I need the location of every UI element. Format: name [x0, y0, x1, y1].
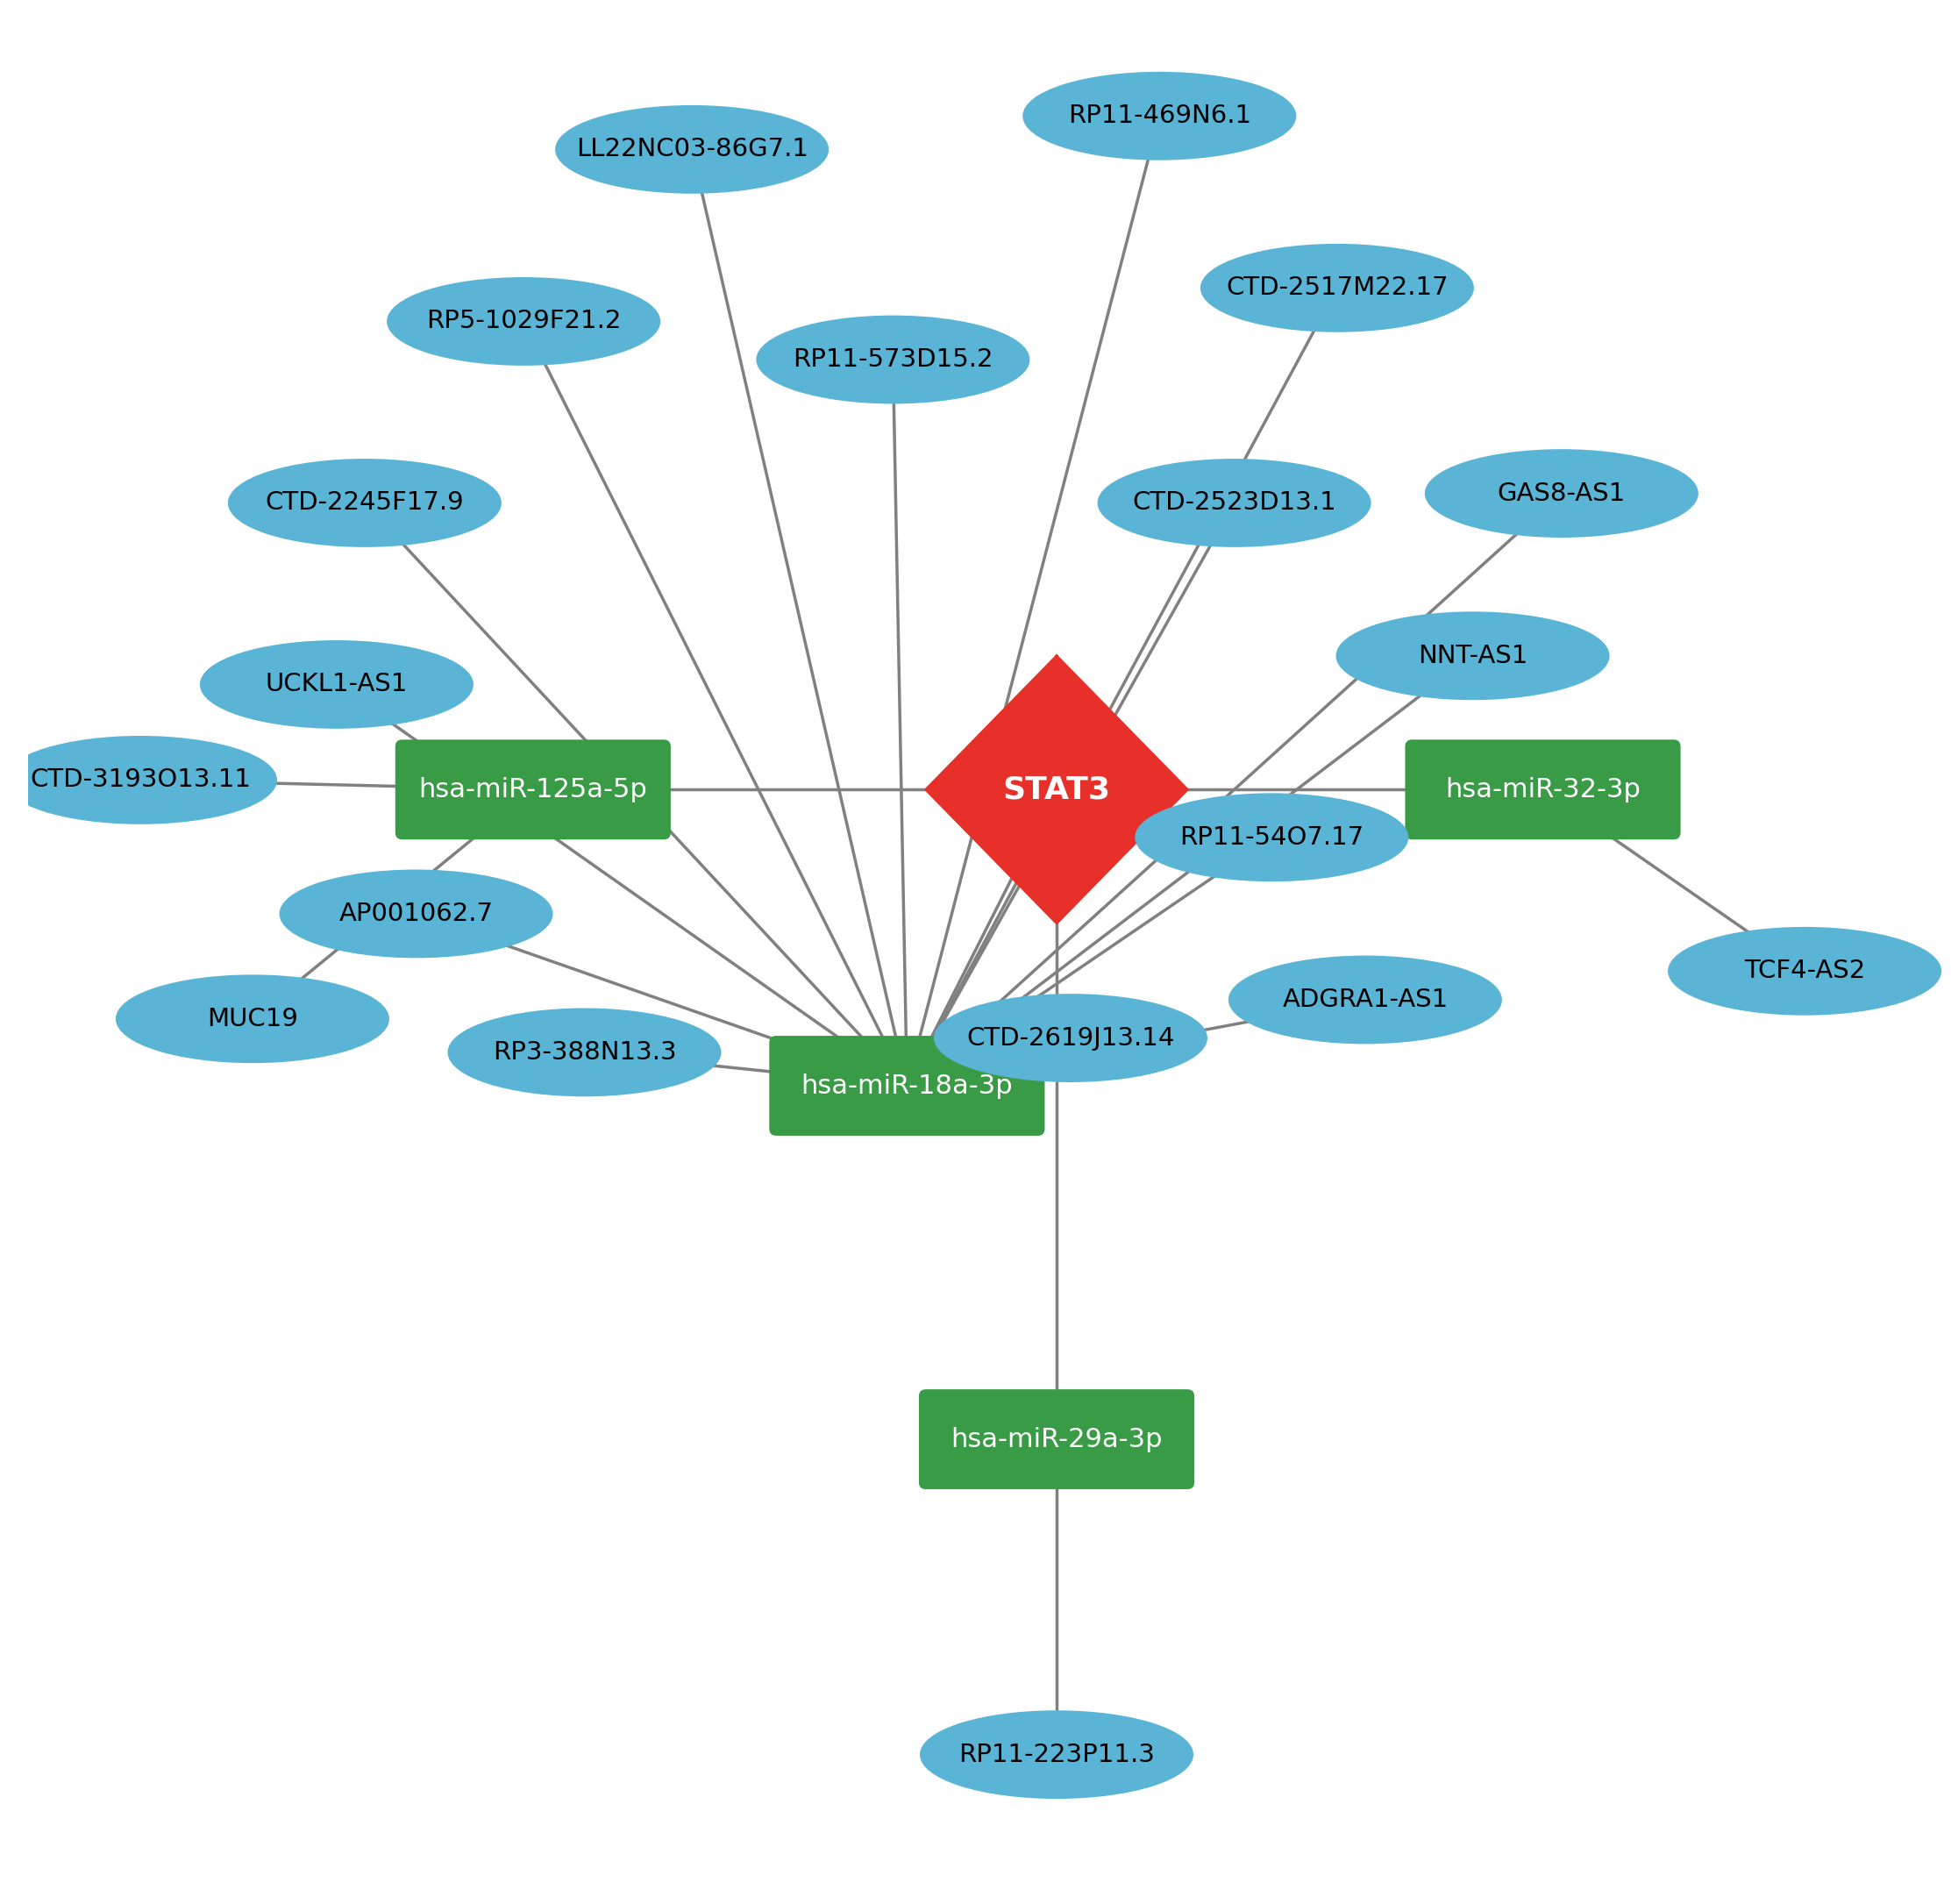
Text: NNT-AS1: NNT-AS1: [1418, 644, 1528, 668]
Text: hsa-miR-32-3p: hsa-miR-32-3p: [1446, 777, 1641, 802]
Text: hsa-miR-125a-5p: hsa-miR-125a-5p: [419, 777, 648, 802]
Text: RP3-388N13.3: RP3-388N13.3: [492, 1040, 677, 1064]
Text: CTD-2517M22.17: CTD-2517M22.17: [1225, 276, 1448, 301]
Text: RP11-469N6.1: RP11-469N6.1: [1067, 103, 1251, 128]
FancyBboxPatch shape: [921, 1390, 1194, 1489]
Ellipse shape: [1336, 613, 1608, 699]
Ellipse shape: [1024, 72, 1295, 158]
Text: CTD-2619J13.14: CTD-2619J13.14: [966, 1026, 1175, 1051]
Ellipse shape: [1202, 246, 1473, 331]
Text: CTD-3193O13.11: CTD-3193O13.11: [29, 767, 252, 792]
Text: CTD-2523D13.1: CTD-2523D13.1: [1132, 491, 1336, 516]
Ellipse shape: [1229, 958, 1500, 1043]
Ellipse shape: [556, 107, 827, 192]
Text: RP11-223P11.3: RP11-223P11.3: [958, 1742, 1155, 1767]
Text: MUC19: MUC19: [207, 1007, 299, 1032]
Polygon shape: [925, 655, 1188, 923]
Ellipse shape: [388, 278, 659, 364]
Ellipse shape: [757, 316, 1028, 402]
Text: RP11-573D15.2: RP11-573D15.2: [792, 347, 993, 371]
Text: RP5-1029F21.2: RP5-1029F21.2: [425, 308, 620, 333]
FancyBboxPatch shape: [771, 1038, 1044, 1135]
Text: hsa-miR-29a-3p: hsa-miR-29a-3p: [950, 1426, 1163, 1453]
FancyBboxPatch shape: [1407, 741, 1680, 838]
Text: UCKL1-AS1: UCKL1-AS1: [265, 672, 408, 697]
FancyBboxPatch shape: [396, 741, 669, 838]
Text: TCF4-AS2: TCF4-AS2: [1744, 960, 1865, 982]
Ellipse shape: [921, 1712, 1192, 1797]
Ellipse shape: [4, 737, 275, 823]
Ellipse shape: [1098, 461, 1370, 546]
Ellipse shape: [281, 870, 552, 958]
Ellipse shape: [935, 996, 1206, 1081]
Text: STAT3: STAT3: [1003, 775, 1110, 805]
Text: GAS8-AS1: GAS8-AS1: [1498, 482, 1625, 506]
Ellipse shape: [201, 642, 472, 727]
Ellipse shape: [1426, 451, 1697, 537]
Text: CTD-2245F17.9: CTD-2245F17.9: [265, 491, 464, 516]
Ellipse shape: [1135, 794, 1407, 880]
Ellipse shape: [1668, 927, 1939, 1015]
Ellipse shape: [228, 461, 499, 546]
Ellipse shape: [449, 1009, 720, 1095]
Text: RP11-54O7.17: RP11-54O7.17: [1180, 824, 1364, 849]
Text: hsa-miR-18a-3p: hsa-miR-18a-3p: [802, 1074, 1013, 1099]
Text: ADGRA1-AS1: ADGRA1-AS1: [1282, 988, 1448, 1013]
Ellipse shape: [117, 977, 388, 1062]
Text: AP001062.7: AP001062.7: [339, 901, 494, 925]
Text: LL22NC03-86G7.1: LL22NC03-86G7.1: [576, 137, 808, 162]
